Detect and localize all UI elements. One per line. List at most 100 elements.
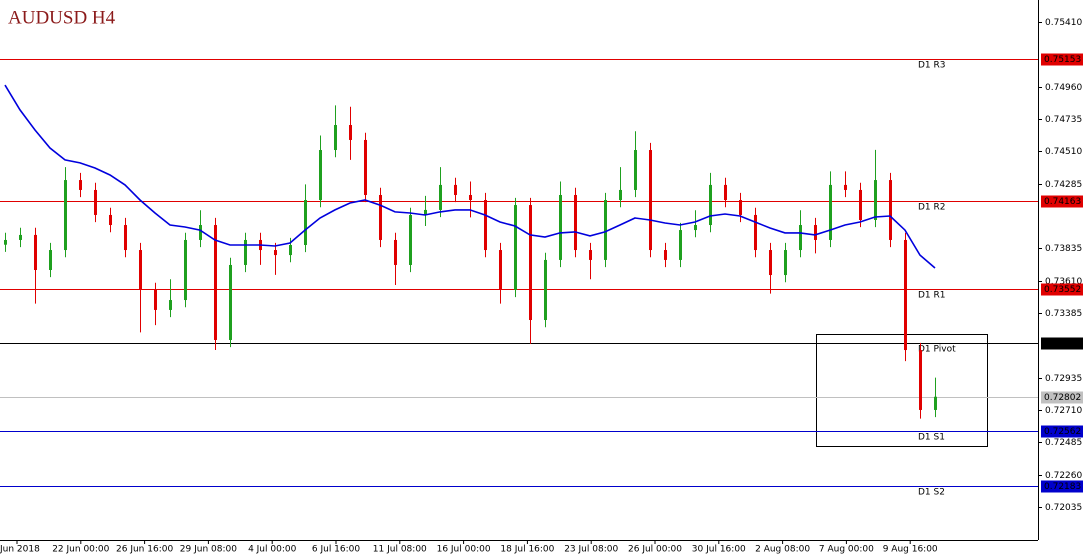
level-name: D1 S1 [918,433,945,443]
x-tick-label: 26 Jun 16:00 [116,545,173,555]
candle-body [124,225,127,251]
candle-body [439,184,442,210]
x-tick-label: 22 Jun 00:00 [52,545,109,555]
price-box-label: 0.73173 [1044,339,1081,349]
y-tick-label: 0.74285 [1045,180,1082,190]
x-tick-label: 11 Jul 08:00 [373,545,427,555]
candle-body [154,289,157,310]
price-box-label: 0.74163 [1044,197,1081,207]
price-box [1041,391,1083,404]
candle-body [394,239,397,265]
candle-body [544,259,547,321]
candle-body [229,264,232,340]
x-tick-label: 30 Jul 16:00 [692,545,746,555]
level-name: D1 R3 [918,61,946,71]
x-tick-label: 29 Jun 08:00 [180,545,237,555]
candle-body [709,184,712,226]
candle-body [349,125,352,140]
candle-body [724,184,727,201]
candle-body [244,239,247,265]
candle-body [469,194,472,201]
price-box [1041,425,1083,438]
candle-body [139,250,142,290]
x-tick-label: Jun 2018 [0,545,40,555]
candle-body [799,225,802,251]
candle-body [859,189,862,220]
candle-body [874,180,877,220]
y-tick-label: 0.74510 [1045,147,1082,157]
candle-body [379,194,382,240]
chart-title: AUDUSD H4 [8,7,116,28]
x-tick-label: 6 Jul 16:00 [312,545,361,555]
candle-body [109,214,112,226]
candle-body [589,250,592,260]
price-box-label: 0.75153 [1044,55,1081,65]
candle-body [364,139,367,195]
y-tick-label: 0.73610 [1045,277,1082,287]
level-name: D1 S2 [918,488,945,498]
candle-body [889,180,892,240]
candle-body [334,125,337,151]
candle-body [529,205,532,321]
candle-body [634,150,637,190]
candle-body [184,239,187,301]
candle-body [559,194,562,260]
candle-body [574,194,577,251]
candle-body [829,184,832,240]
candle-body [454,184,457,195]
candle-body [274,250,277,256]
candle-body [919,350,922,410]
y-tick-label: 0.72035 [1045,503,1082,513]
candle-body [904,239,907,351]
y-tick-label: 0.74735 [1045,115,1082,125]
candle-body [844,184,847,190]
candle-body [19,234,22,240]
y-tick-label: 0.72485 [1045,438,1082,448]
price-box-label: 0.72802 [1044,393,1081,403]
y-tick-label: 0.73385 [1045,309,1082,319]
candle-body [199,225,202,240]
candle-body [664,250,667,260]
candle-body [484,200,487,251]
candle-body [604,200,607,260]
candle-body [49,250,52,270]
level-name: D1 R2 [918,203,946,213]
candle-body [934,396,937,410]
y-tick-label: 0.72710 [1045,406,1082,416]
price-box [1041,195,1083,208]
candle-body [424,209,427,215]
x-tick-label: 9 Aug 16:00 [883,545,938,555]
selection-box [816,334,988,447]
candle-body [649,150,652,251]
candle-body [514,205,517,290]
candle-body [409,214,412,265]
candle-body [814,225,817,240]
candle-body [679,230,682,260]
candle-body [499,250,502,290]
y-tick-label: 0.73835 [1045,244,1082,254]
x-tick-label: 18 Jul 16:00 [500,545,554,555]
candle-body [739,200,742,215]
level-name: D1 R1 [918,291,946,301]
candle-body [94,189,97,215]
price-box [1041,480,1083,493]
candle-body [784,250,787,276]
candle-body [754,214,757,251]
x-tick-label: 23 Jul 08:00 [564,545,618,555]
x-tick-label: 26 Jul 00:00 [628,545,682,555]
candle-body [319,150,322,201]
x-tick-label: 4 Jul 00:00 [248,545,297,555]
y-tick-label: 0.75410 [1045,18,1082,28]
x-tick-label: 2 Aug 08:00 [755,545,810,555]
candle-body [694,225,697,231]
candle-body [289,244,292,256]
candle-body [64,180,67,251]
candle-body [169,300,172,310]
x-tick-label: 7 Aug 00:00 [819,545,874,555]
moving-average [4,84,936,269]
y-tick-label: 0.72260 [1045,471,1082,481]
price-box-label: 0.72183 [1044,482,1081,492]
